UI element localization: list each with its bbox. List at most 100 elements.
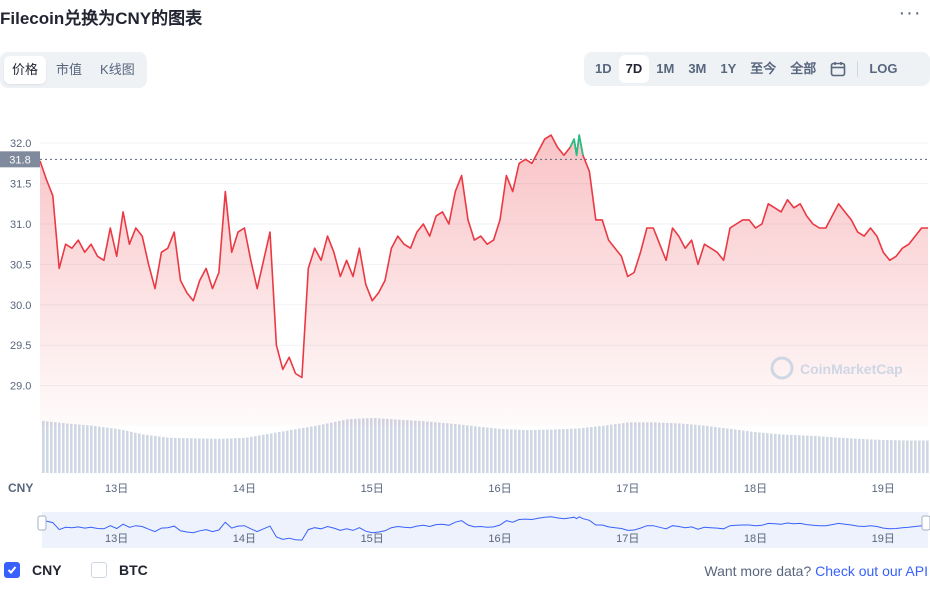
volume-bar [866,439,869,473]
volume-bar [434,422,437,473]
tab-candlestick[interactable]: K线图 [100,62,135,77]
volume-bar [122,430,125,473]
volume-bar [634,422,637,473]
volume-bar [526,430,529,473]
volume-bar [686,424,689,473]
navigator-tick-label: 18日 [744,533,767,545]
volume-bar [518,429,521,473]
volume-bar [802,435,805,473]
volume-bar [222,438,225,473]
volume-bar [378,418,381,473]
price-line-up-segment [569,134,584,157]
toggle-btc[interactable]: BTC [91,562,148,578]
navigator[interactable]: 13日 14日 15日 16日 17日 18日 19日 [37,512,930,548]
volume-bar [190,438,193,473]
volume-bar [214,438,217,473]
volume-bar [838,437,841,473]
volume-bar [578,428,581,473]
volume-bar [534,429,537,473]
navigator-right-handle[interactable] [921,515,930,531]
btc-label: BTC [119,562,148,578]
cny-checkbox[interactable] [4,562,20,578]
range-7d-button[interactable]: 7D [618,55,650,83]
tab-price[interactable]: 价格 [4,56,47,84]
volume-bar [590,427,593,473]
api-link[interactable]: Check out our API [815,563,928,579]
volume-bar [562,429,565,473]
range-1y-button[interactable]: 1Y [720,61,737,76]
volume-bar [74,424,77,473]
volume-bar [438,422,441,473]
range-all-button[interactable]: 全部 [790,61,817,76]
volume-bar [278,432,281,473]
btc-checkbox[interactable] [91,562,107,578]
volume-bar [786,434,789,473]
volume-bar [678,423,681,473]
volume-bar [426,421,429,473]
volume-bar [318,425,321,473]
volume-bar [450,423,453,473]
navigator-tick-label: 16日 [488,533,511,545]
volume-bar [134,432,137,473]
volume-bar [830,437,833,473]
volume-bar [466,425,469,473]
range-1d-button[interactable]: 1D [595,61,612,76]
volume-bar [334,421,337,473]
currency-axis-label: CNY [8,481,33,495]
volume-bar [874,439,877,473]
volume-bar [662,422,665,473]
navigator-tick-label: 13日 [105,533,128,545]
coinmarketcap-logo-icon [770,356,794,380]
volume-bar [430,421,433,473]
volume-bar [606,425,609,473]
volume-bar [246,437,249,473]
y-tick-label: 32.0 [10,138,31,150]
volume-bar [610,424,613,473]
log-scale-button[interactable]: LOG [869,61,898,76]
volume-bar [790,434,793,473]
volume-bar [794,435,797,473]
tab-market-cap[interactable]: 市值 [56,62,83,77]
volume-bar [586,427,589,473]
volume-bar [454,424,457,473]
volume-bar [274,432,277,473]
volume-bar [162,437,165,473]
volume-bar [598,426,601,473]
navigator-tick-label: 19日 [872,533,895,545]
volume-bar [834,437,837,473]
volume-bar [554,429,557,473]
volume-bar [638,422,641,473]
volume-bar [754,432,757,473]
toggle-cny[interactable]: CNY [4,562,62,578]
volume-bar [782,434,785,473]
volume-bar [150,435,153,473]
range-3m-button[interactable]: 3M [688,61,707,76]
volume-bar [238,438,241,473]
volume-bar [354,418,357,473]
volume-bar [522,429,525,473]
view-tabs: 价格 市值 K线图 [0,52,147,88]
range-1m-button[interactable]: 1M [656,61,675,76]
volume-bar [482,427,485,473]
navigator-tick-label: 17日 [616,533,639,545]
more-options-icon[interactable]: ··· [898,2,922,24]
volume-bar [614,424,617,473]
navigator-left-handle[interactable] [37,515,47,531]
volume-bar [202,438,205,473]
volume-bar [282,431,285,473]
range-ytd-button[interactable]: 至今 [750,61,777,76]
volume-bar [494,428,497,473]
volume-bar [574,428,577,473]
volume-bar [762,432,765,473]
volume-bar [918,440,921,473]
volume-bar [370,418,373,473]
volume-bar [726,428,729,473]
y-tick-label: 30.0 [10,300,31,312]
current-price-value: 31.8 [9,154,30,166]
volume-bar [910,440,913,473]
volume-bar [798,435,801,473]
calendar-icon[interactable] [823,55,853,83]
volume-bar [418,420,421,473]
volume-bar [414,420,417,473]
